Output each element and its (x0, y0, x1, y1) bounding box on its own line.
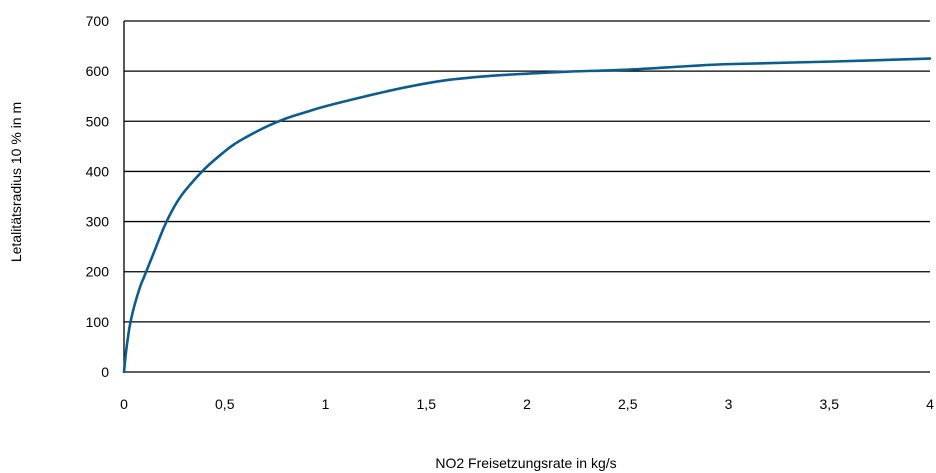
x-tick-label-0: 0 (120, 396, 128, 412)
x-tick-label-2,5: 2,5 (618, 396, 638, 412)
y-tick-label-700: 700 (86, 13, 110, 29)
y-tick-label-100: 100 (86, 314, 110, 330)
tick-labels: 0 100 200 300 400 500 600 700 0 0,5 1 1,5 2 2,5 3 3,5 4 (86, 13, 934, 412)
y-tick-label-300: 300 (86, 214, 110, 230)
y-tick-label-200: 200 (86, 264, 110, 280)
y-tick-label-0: 0 (101, 364, 109, 380)
x-tick-label-1,5: 1,5 (417, 396, 437, 412)
x-tick-label-3: 3 (725, 396, 733, 412)
gridlines (124, 20, 930, 323)
axes (123, 21, 930, 373)
series-group (122, 57, 932, 374)
x-tick-label-4: 4 (926, 396, 934, 412)
x-tick-label-0,5: 0,5 (215, 396, 235, 412)
y-tick-label-600: 600 (86, 63, 110, 79)
y-axis-label: Letalitätsradius 10 % in m (8, 102, 24, 262)
x-axis-label: NO2 Freisetzungsrate in kg/s (435, 455, 616, 471)
y-tick-label-500: 500 (86, 113, 110, 129)
x-tick-label-2: 2 (523, 396, 531, 412)
series-line-0 (122, 57, 932, 374)
x-tick-label-1: 1 (322, 396, 330, 412)
y-tick-label-400: 400 (86, 163, 110, 179)
x-tick-label-3,5: 3,5 (820, 396, 840, 412)
